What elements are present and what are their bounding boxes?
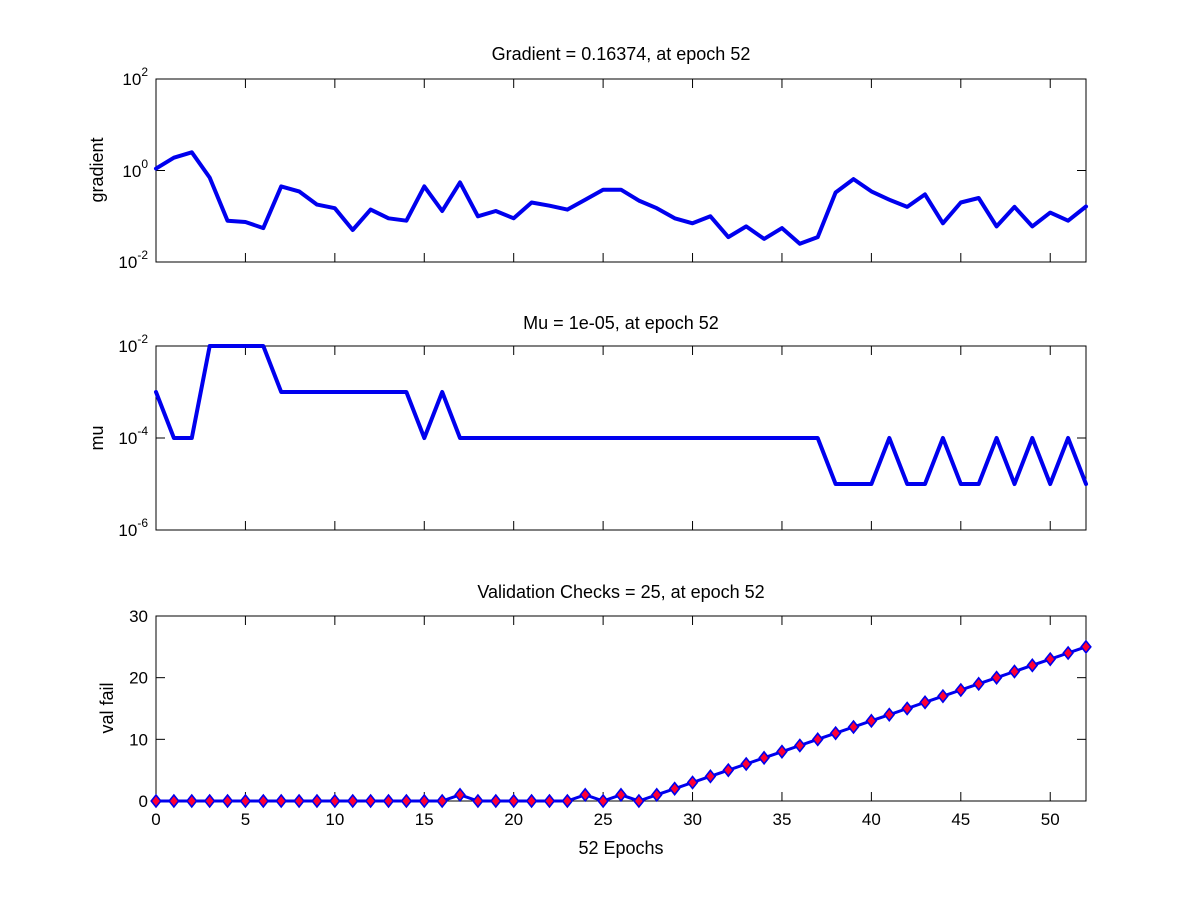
mu-y-label: mu: [87, 425, 107, 450]
validation-marker: [1062, 645, 1074, 661]
validation-xtick-label: 10: [325, 810, 344, 829]
validation-y-label: val fail: [97, 682, 117, 733]
validation-marker: [400, 793, 413, 809]
validation-marker: [346, 793, 359, 809]
validation-panel: Validation Checks = 25, at epoch 52 val …: [97, 582, 1092, 858]
validation-marker: [972, 676, 985, 692]
mu-ytick-label-0: 10-2: [118, 332, 148, 356]
validation-marker: [633, 793, 645, 809]
validation-marker: [382, 793, 395, 809]
validation-xtick-label: 25: [594, 810, 613, 829]
validation-marker: [740, 756, 753, 772]
validation-marker: [615, 787, 627, 803]
validation-xtick-labels: 0 5 10 15 20 25 30 35 40 45 50: [151, 810, 1059, 829]
validation-marker: [364, 793, 377, 809]
mu-ytick-label-2: 10-6: [118, 516, 148, 540]
validation-marker: [901, 701, 913, 716]
validation-ytick-label: 20: [129, 669, 148, 688]
validation-marker: [507, 793, 520, 809]
validation-marker: [436, 793, 448, 809]
validation-marker: [1008, 664, 1021, 679]
validation-marker: [561, 793, 574, 809]
validation-marker: [1080, 639, 1092, 655]
validation-marker: [1044, 651, 1057, 667]
validation-xtick-label: 50: [1041, 810, 1060, 829]
validation-ytick-label: 0: [139, 792, 148, 811]
gradient-ytick-label-1: 100: [122, 157, 148, 181]
validation-marker: [597, 793, 609, 809]
validation-marker: [829, 725, 842, 741]
validation-marker: [418, 793, 431, 809]
validation-marker: [454, 787, 466, 803]
gradient-ytick-label-0: 102: [122, 65, 148, 89]
validation-marker: [150, 793, 162, 809]
validation-marker: [704, 769, 717, 784]
gradient-y-label: gradient: [87, 137, 107, 202]
validation-markers: [150, 639, 1092, 809]
validation-marker: [221, 793, 234, 809]
validation-marker: [990, 670, 1003, 685]
validation-xtick-label: 15: [415, 810, 434, 829]
gradient-ticks: [155, 78, 1086, 263]
validation-marker: [954, 682, 967, 698]
validation-marker: [1026, 658, 1039, 673]
mu-title: Mu = 1e-05, at epoch 52: [523, 313, 719, 333]
validation-marker: [579, 787, 592, 803]
validation-marker: [865, 713, 878, 729]
validation-xtick-label: 45: [951, 810, 970, 829]
validation-marker: [811, 732, 824, 747]
gradient-plot-area: [155, 78, 1087, 263]
gradient-series-line: [154, 150, 1088, 246]
validation-marker: [650, 787, 663, 803]
gradient-panel: Gradient = 0.16374, at epoch 52 gradient…: [87, 44, 1088, 272]
validation-marker: [525, 793, 538, 809]
gradient-ytick-label-2: 10-2: [118, 248, 148, 272]
validation-marker: [293, 793, 305, 809]
validation-marker: [794, 738, 806, 753]
validation-marker: [329, 793, 341, 809]
validation-xtick-label: 20: [504, 810, 523, 829]
validation-marker: [185, 793, 198, 809]
validation-marker: [239, 793, 252, 809]
validation-xtick-label: 5: [241, 810, 250, 829]
validation-marker: [758, 750, 770, 766]
validation-marker: [543, 793, 556, 809]
validation-marker: [937, 688, 949, 704]
validation-plot-area: [155, 615, 1087, 802]
validation-xtick-label: 35: [773, 810, 792, 829]
validation-ytick-labels: 0 10 20 30: [129, 607, 148, 811]
validation-ytick-label: 30: [129, 607, 148, 626]
validation-marker: [275, 793, 288, 809]
validation-marker: [919, 695, 931, 710]
mu-ticks: [155, 345, 1086, 531]
validation-xtick-label: 40: [862, 810, 881, 829]
validation-marker: [472, 793, 484, 809]
validation-x-label: 52 Epochs: [578, 838, 663, 858]
validation-ytick-label: 10: [129, 730, 148, 749]
validation-marker: [168, 793, 180, 809]
validation-marker: [311, 793, 323, 809]
validation-marker: [686, 775, 699, 790]
validation-marker: [776, 744, 788, 759]
validation-title: Validation Checks = 25, at epoch 52: [477, 582, 764, 602]
validation-xtick-label: 30: [683, 810, 702, 829]
gradient-title: Gradient = 0.16374, at epoch 52: [492, 44, 751, 64]
validation-marker: [489, 793, 502, 809]
mu-panel: Mu = 1e-05, at epoch 52 mu 10-2 10-4 10-…: [87, 313, 1088, 540]
validation-marker: [257, 793, 270, 809]
validation-marker: [722, 762, 735, 778]
validation-marker: [883, 707, 896, 722]
mu-series-line: [154, 344, 1088, 486]
validation-marker: [203, 793, 216, 809]
validation-xtick-label: 0: [151, 810, 160, 829]
validation-marker: [668, 781, 681, 796]
validation-marker: [847, 719, 860, 735]
mu-ytick-label-1: 10-4: [118, 424, 148, 448]
